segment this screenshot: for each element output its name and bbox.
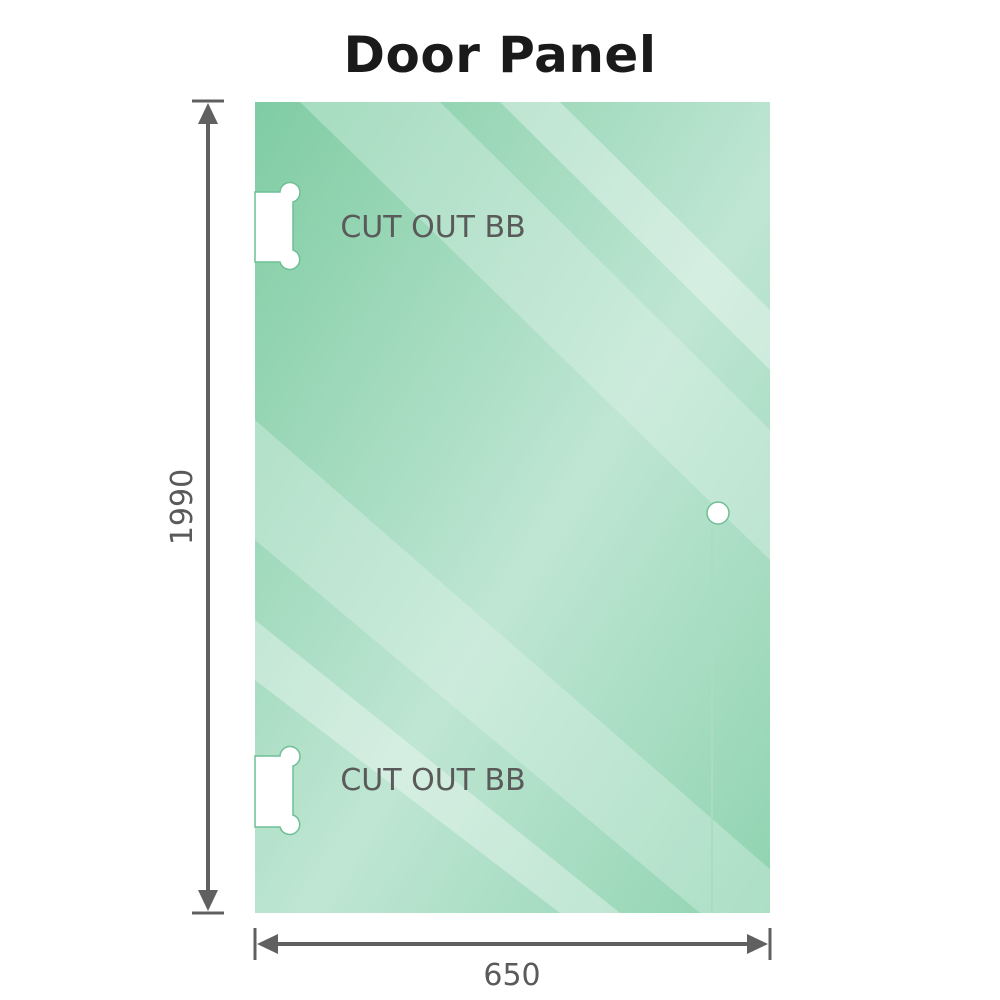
glass-panel [255, 102, 770, 913]
cutout-top [254, 181, 301, 271]
width-dimension-label: 650 [483, 958, 540, 993]
height-dimension-label: 1990 [165, 469, 200, 545]
diagram-title: Door Panel [343, 26, 657, 84]
width-dimension-line [253, 928, 772, 960]
height-dimension-line [192, 99, 224, 915]
handle-hole [706, 501, 730, 525]
cutout-label-bottom: CUT OUT BB [340, 763, 525, 798]
cutout-bottom [254, 745, 301, 836]
cutout-label-top: CUT OUT BB [340, 210, 525, 245]
